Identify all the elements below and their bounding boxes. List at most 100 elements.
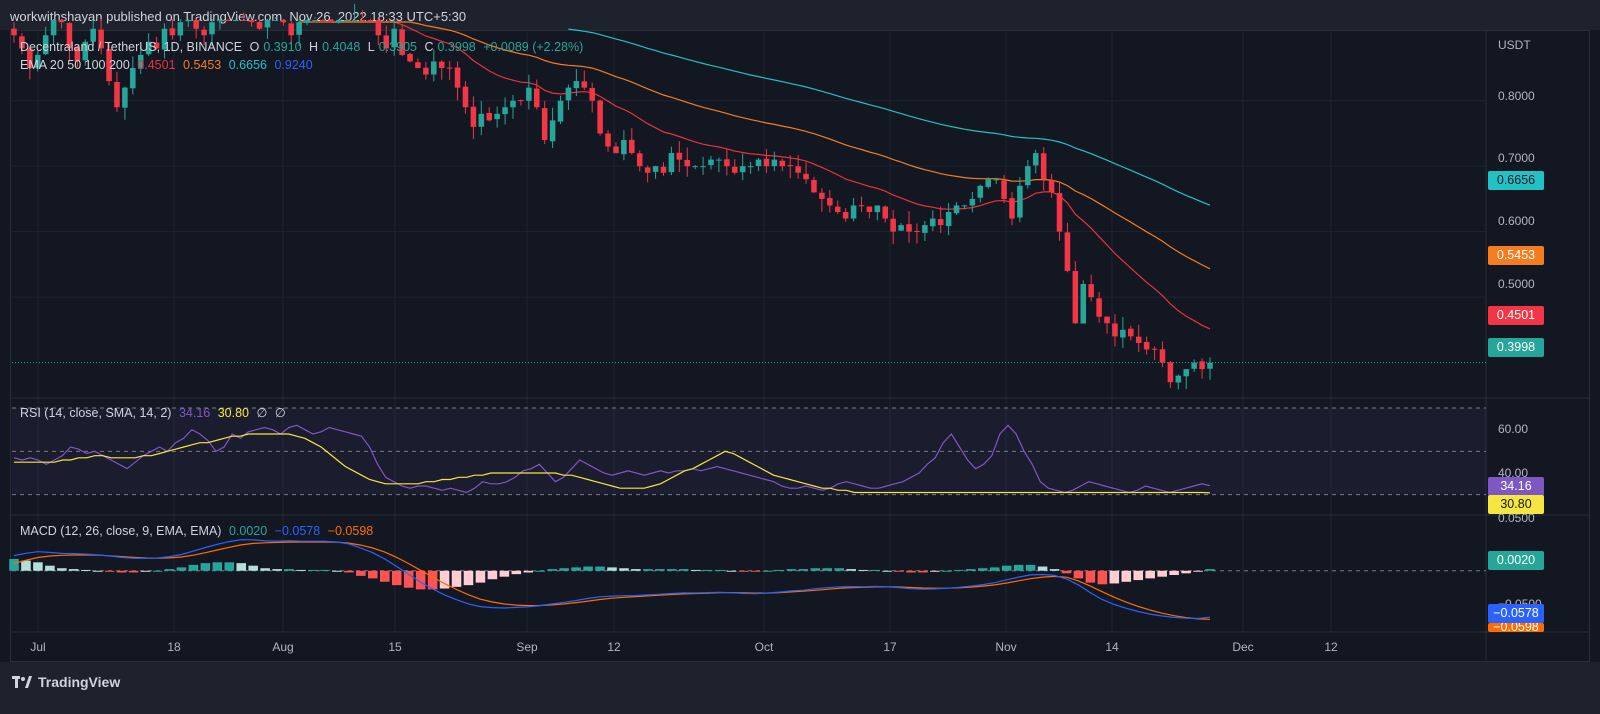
macd-histogram-bar (320, 569, 330, 571)
candle-body (1104, 316, 1110, 324)
candle-body (66, 23, 73, 49)
candle-body (708, 159, 714, 165)
tradingview-logo[interactable]: TradingView (12, 674, 120, 690)
candle-body (335, 20, 342, 23)
x-tick: Aug (272, 640, 294, 654)
candle-body (1072, 271, 1079, 324)
macd-histogram-bar (906, 570, 916, 573)
macd-histogram-bar (308, 569, 318, 571)
candle-body (668, 153, 675, 173)
macd-histogram-bar (1013, 564, 1024, 571)
macd-histogram-bar (21, 560, 31, 571)
candle-body (1009, 198, 1015, 219)
macd-histogram-bar (248, 565, 258, 571)
candle-body (225, 20, 231, 21)
ema20-badge: 0.4501 (1488, 306, 1544, 325)
macd-histogram-bar (236, 563, 247, 571)
macd-histogram-bar (344, 570, 354, 573)
candle-body (359, 20, 366, 21)
candle-body (27, 48, 33, 68)
high-value: 0.4048 (322, 40, 361, 54)
macd-histogram-bar (1205, 569, 1215, 571)
candle-body (621, 140, 627, 155)
candle-body (161, 28, 168, 50)
macd-histogram-bar (1073, 570, 1084, 579)
candle-body (700, 166, 706, 168)
candle-body (351, 20, 358, 21)
candle-body (312, 20, 318, 21)
macd-histogram-bar (1025, 564, 1036, 571)
price-tick: 0.7000 (1498, 151, 1535, 165)
candle-body (201, 29, 207, 36)
macd-histogram-bar (882, 570, 892, 572)
low-label: L (367, 40, 375, 54)
macd-histogram-bar (714, 569, 725, 571)
macd-histogram-bar (894, 570, 904, 572)
macd-badge: −0.0578 (1488, 604, 1544, 623)
candle-body (779, 160, 786, 167)
ema50-line (299, 21, 1211, 270)
candle-body (153, 42, 160, 49)
macd-histogram-bar (296, 569, 306, 571)
candle-body (1175, 375, 1182, 383)
ema-label[interactable]: EMA 20 50 100 200 (20, 58, 130, 72)
candle-body (977, 185, 984, 198)
tradingview-logo-icon (12, 676, 32, 688)
candle-body (280, 20, 287, 23)
macd-histogram-bar (702, 569, 713, 571)
macd-histogram-bar (152, 570, 163, 572)
macd-signal-badge: −0.0598 (1488, 623, 1544, 632)
macd-histogram-bar (356, 570, 366, 576)
candle-body (1001, 180, 1007, 199)
candle-body (454, 67, 461, 88)
candle-body (533, 88, 540, 108)
candle-body (827, 198, 833, 206)
macd-histogram-bar (1037, 566, 1048, 571)
macd-histogram-bar (1169, 570, 1179, 575)
candle-body (1207, 362, 1213, 369)
rsi-sma-badge: 30.80 (1488, 495, 1544, 514)
candle-body (549, 120, 556, 142)
candle-body (438, 61, 445, 68)
macd-hist-value: 0.0020 (228, 524, 268, 538)
macd-histogram-bar (762, 570, 773, 572)
candle-body (961, 205, 968, 207)
macd-histogram-bar (499, 570, 510, 577)
macd-histogram-bar (272, 569, 282, 571)
rsi-extra-1: ∅ (256, 406, 268, 420)
candle-body (50, 20, 57, 36)
candle-body (431, 61, 437, 75)
macd-histogram-bar (1133, 570, 1144, 581)
candle-body (98, 29, 104, 49)
candle-body (375, 20, 382, 36)
candle-body (660, 166, 667, 173)
candle-body (676, 152, 683, 160)
x-tick: 15 (388, 640, 402, 654)
candle-body (652, 166, 659, 172)
candle-body (1183, 369, 1190, 377)
candle-body (811, 179, 817, 193)
candle-body (866, 206, 873, 212)
candle-body (1048, 180, 1055, 193)
candle-body (58, 20, 65, 23)
candle-body (755, 159, 762, 167)
price-tick: 0.6000 (1498, 214, 1535, 228)
macd-histogram-bar (954, 569, 964, 571)
ema-legend: EMA 20 50 100 200 0.4501 0.5453 0.6656 0… (20, 58, 317, 72)
macd-histogram-bar (332, 570, 342, 572)
candle-body (541, 108, 548, 140)
open-value: 0.3910 (263, 40, 302, 54)
ema200-value: 0.9240 (274, 58, 313, 72)
candle-body (898, 225, 904, 231)
rsi-line (13, 424, 1211, 494)
rsi-label[interactable]: RSI (14, close, SMA, 14, 2) (20, 406, 172, 420)
macd-histogram-bar (655, 569, 665, 571)
rsi-sma-value: 30.80 (217, 406, 249, 420)
macd-histogram-bar (368, 570, 378, 579)
macd-label[interactable]: MACD (12, 26, close, 9, EMA, EMA) (20, 524, 222, 538)
chart-frame (10, 30, 1590, 662)
symbol-label[interactable]: Decentraland / TetherUS, 1D, BINANCE (20, 40, 243, 54)
candle-body (137, 54, 144, 69)
candle-body (399, 29, 405, 55)
